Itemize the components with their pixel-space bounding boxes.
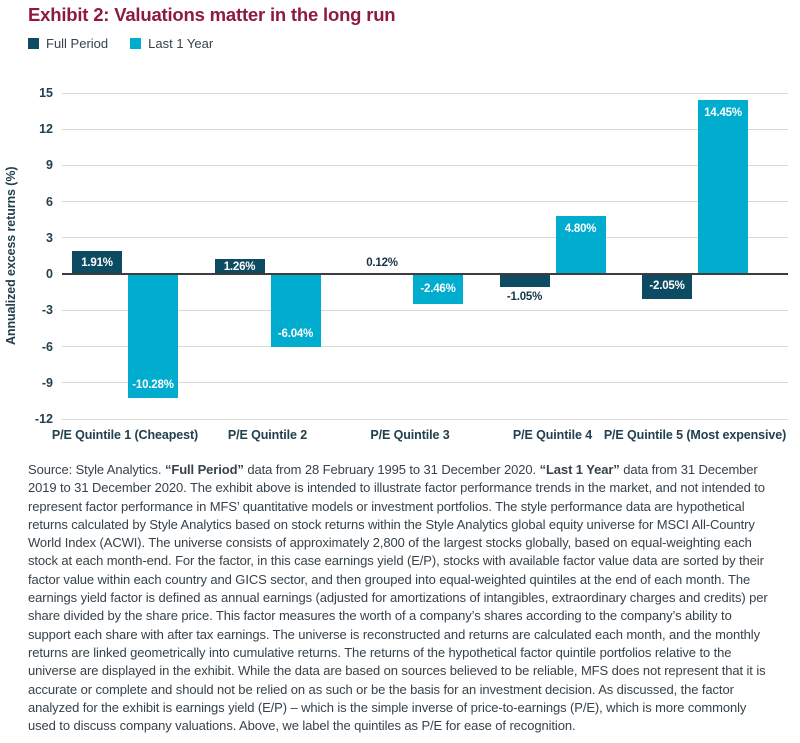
bar-value-label: 1.91%	[81, 256, 113, 269]
y-tick-label: 15	[39, 86, 53, 100]
bar-group-3: 0.12% -2.46% P/E Quintile 3	[357, 93, 463, 442]
gridline	[62, 237, 788, 239]
bar-chart-plot-area: 1.91% -10.28% P/E Quintile 1 (Cheapest) 1.2…	[52, 92, 788, 442]
bar-value-label: -2.46%	[420, 282, 456, 295]
footnote-bold-last-1-year: “Last 1 Year”	[539, 462, 620, 477]
gridline	[62, 201, 788, 203]
gridline	[62, 309, 788, 311]
bar-full-period	[642, 274, 692, 299]
legend-swatch-full-period	[28, 38, 39, 49]
bar-full-period	[214, 258, 265, 275]
footnote-text: data from 28 February 1995 to 31 Decembe…	[243, 462, 540, 477]
bar-value-label: -1.05%	[506, 290, 543, 303]
bar-group-5: -2.05% 14.45% P/E Quintile 5 (Most expensi…	[604, 93, 786, 442]
gridline	[62, 382, 788, 384]
legend-item-full-period: Full Period	[28, 36, 108, 51]
bar-last-1-year	[128, 274, 178, 399]
gridline	[62, 128, 788, 130]
gridline	[62, 418, 788, 420]
zero-axis-line	[62, 273, 788, 276]
bar-last-1-year	[698, 99, 748, 275]
exhibit-title: Exhibit 2: Valuations matter in the long…	[28, 4, 396, 25]
y-tick-label: -9	[41, 375, 53, 390]
source-footnote: Source: Style Analytics. “Full Period” d…	[28, 461, 776, 735]
bar-full-period	[499, 274, 550, 287]
y-tick-label: -3	[41, 303, 53, 318]
bar-value-label: 1.26%	[223, 260, 256, 273]
bar-group-2: 1.26% -6.04% P/E Quintile 2	[214, 93, 321, 442]
x-category-label: P/E Quintile 4	[512, 428, 593, 442]
y-tick-label: 9	[46, 158, 53, 173]
bar-last-1-year	[555, 216, 606, 275]
x-category-label: P/E Quintile 1 (Cheapest)	[51, 428, 199, 442]
bar-value-label: 0.12%	[366, 256, 398, 269]
legend-item-last-1-year: Last 1 Year	[130, 36, 213, 51]
y-tick-label: -6	[41, 339, 53, 354]
footnote-text: Source: Style Analytics.	[28, 462, 165, 477]
legend-label-last-1-year: Last 1 Year	[148, 36, 214, 51]
bar-groups: 1.91% -10.28% P/E Quintile 1 (Cheapest) 1.2…	[52, 93, 788, 442]
bar-value-label: -2.05%	[649, 280, 685, 293]
footnote-text: data from 31 December 2019 to 31 Decembe…	[28, 462, 768, 734]
legend: Full Period Last 1 Year	[28, 36, 213, 51]
bar-full-period	[72, 251, 122, 275]
y-tick-label: 12	[39, 122, 53, 137]
y-tick-label: 3	[46, 230, 53, 245]
y-tick-label: 6	[46, 194, 53, 209]
bar-last-1-year	[413, 274, 463, 304]
bar-value-label: -10.28%	[132, 379, 174, 392]
y-tick-label: 0	[46, 267, 53, 282]
footnote-bold-full-period: “Full Period”	[164, 462, 244, 477]
legend-swatch-last-1-year	[130, 38, 142, 49]
gridline	[62, 164, 788, 166]
bar-group-1: 1.91% -10.28% P/E Quintile 1 (Cheapest)	[52, 93, 198, 442]
bar-value-label: 14.45%	[704, 106, 742, 119]
bar-group-4: -1.05% 4.80% P/E Quintile 4	[499, 93, 606, 442]
x-category-label: P/E Quintile 5 (Most expensive)	[603, 428, 787, 442]
gridline	[62, 346, 788, 348]
x-category-label: P/E Quintile 3	[370, 428, 450, 442]
bar-last-1-year	[270, 274, 321, 348]
y-axis-ticks: 15 12 9 6 3 0 -3 -6 -9 -12	[0, 86, 53, 426]
y-tick-label: -12	[34, 412, 53, 426]
legend-label-full-period: Full Period	[46, 36, 109, 51]
bar-value-label: -6.04%	[277, 328, 314, 341]
bar-value-label: 4.80%	[564, 223, 597, 236]
gridline	[62, 92, 788, 94]
x-category-label: P/E Quintile 2	[227, 428, 308, 442]
